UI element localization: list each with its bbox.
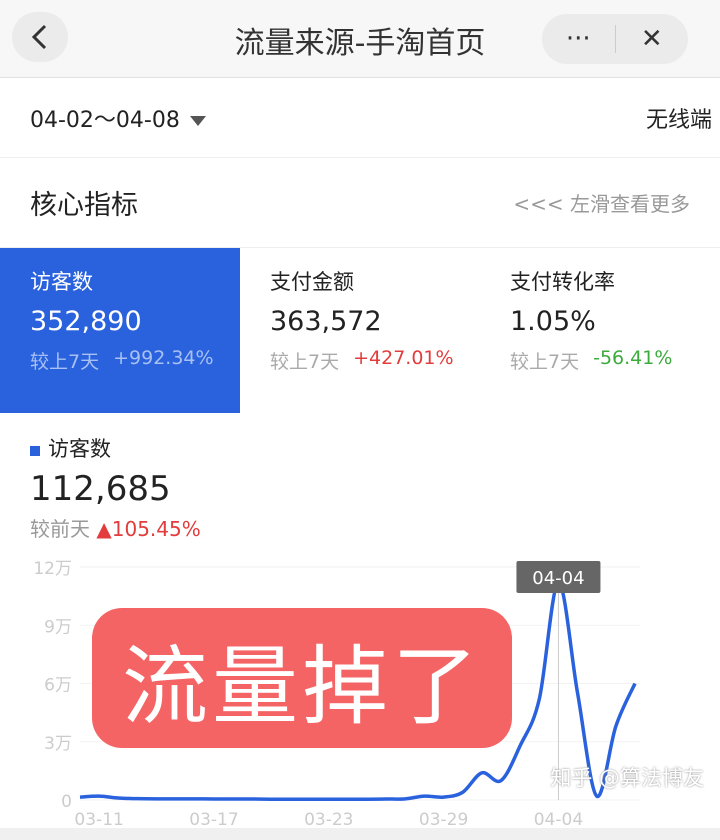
- metric-label: 支付转化率: [510, 270, 615, 294]
- overlay-banner: 流量掉了: [92, 608, 512, 748]
- date-range-label: 04-02～04-08: [30, 107, 180, 133]
- footer-bar: [0, 828, 720, 840]
- x-tick-label: 04-04: [534, 810, 583, 830]
- more-icon[interactable]: ···: [565, 24, 591, 54]
- chevron-left-icon: [31, 24, 47, 50]
- metric-value: 1.05%: [510, 306, 596, 337]
- y-tick-label: 12万: [33, 559, 72, 579]
- divider: [614, 25, 616, 53]
- tooltip-label: 04-04: [532, 568, 584, 589]
- metric-label: 访客数: [30, 270, 93, 294]
- compare-label: 较上7天: [270, 351, 340, 373]
- compare-label: 较上7天: [30, 351, 100, 373]
- metric-change: +427.01%: [353, 347, 454, 369]
- tooltip-box: [516, 561, 601, 593]
- metric-value: 363,572: [270, 306, 382, 337]
- caret-down-icon: [189, 115, 206, 126]
- legend-swatch: [30, 446, 40, 456]
- metric-change: +992.34%: [113, 347, 214, 369]
- metric-card-payment[interactable]: 支付金额 363,572 较上7天 +427.01%: [240, 248, 480, 413]
- x-tick-label: 03-23: [304, 810, 353, 830]
- metric-value: 352,890: [30, 306, 142, 337]
- page-title: 流量来源-手淘首页: [234, 26, 486, 61]
- filter-bar: 04-02～04-08 无线端: [0, 78, 720, 158]
- visitor-detail: 访客数 112,685 较前天 ▲105.45%: [0, 413, 720, 542]
- detail-change: ▲105.45%: [96, 517, 201, 541]
- y-tick-label: 6万: [44, 676, 72, 696]
- date-range-select[interactable]: 04-02～04-08: [30, 102, 206, 134]
- y-tick-label: 9万: [44, 617, 72, 637]
- metric-label: 支付金额: [270, 270, 354, 294]
- visitor-line-chart[interactable]: 0 3万 6万 9万 12万 03-11 03-17 03-23 03-29 04-04 04-04: [0, 545, 720, 835]
- metrics-row: 访客数 352,890 较上7天 +992.34% 支付金额 363,572 较上…: [0, 248, 720, 413]
- back-button[interactable]: [12, 12, 68, 62]
- close-icon[interactable]: ✕: [640, 24, 663, 54]
- x-tick-label: 03-17: [189, 810, 238, 830]
- x-tick-label: 03-29: [419, 810, 468, 830]
- section-title: 核心指标: [30, 190, 138, 221]
- detail-label: 访客数: [48, 437, 111, 461]
- watermark: 知乎 @算法博友: [550, 766, 704, 790]
- swipe-hint: <<< 左滑查看更多: [513, 192, 690, 216]
- metric-card-visitors[interactable]: 访客数 352,890 较上7天 +992.34%: [0, 248, 240, 413]
- metric-change: -56.41%: [593, 347, 673, 369]
- detail-value: 112,685: [30, 469, 171, 509]
- compare-label: 较前天: [30, 517, 90, 541]
- nav-bar: 流量来源-手淘首页 ··· ✕: [0, 0, 720, 78]
- core-header: 核心指标 <<< 左滑查看更多: [0, 158, 720, 248]
- terminal-select[interactable]: 无线端: [645, 107, 712, 133]
- y-tick-label: 3万: [44, 734, 72, 754]
- x-tick-label: 03-11: [74, 810, 123, 830]
- y-tick-label: 0: [61, 792, 72, 812]
- capsule-menu: ··· ✕: [542, 14, 688, 64]
- metric-card-conversion[interactable]: 支付转化率 1.05% 较上7天 -56.41%: [480, 248, 720, 413]
- compare-label: 较上7天: [510, 351, 580, 373]
